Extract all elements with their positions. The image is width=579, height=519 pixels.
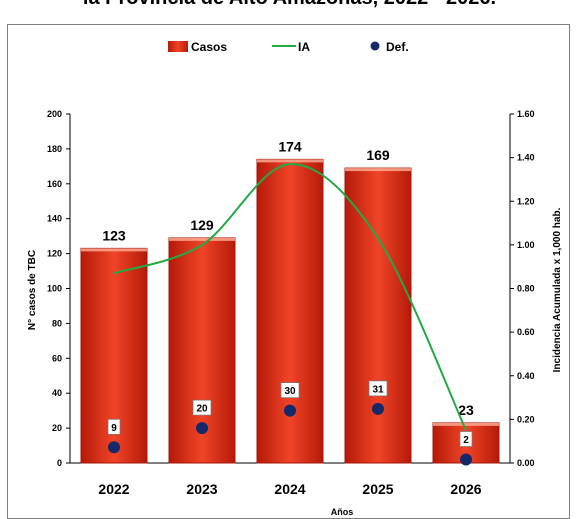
bar-value-label: 169: [366, 147, 390, 163]
def-value-label: 2: [463, 435, 469, 446]
bar: [256, 158, 324, 464]
legend: Casos IA Def.: [168, 40, 409, 54]
y2-tick-label: 0.00: [517, 458, 535, 468]
bar-top-highlight: [433, 422, 499, 426]
def-label-box: [192, 399, 212, 416]
bar-value-label: 123: [102, 227, 126, 243]
def-value-label: 30: [284, 386, 296, 397]
legend-points-label: Def.: [386, 40, 409, 54]
y-tick-label: 80: [52, 318, 62, 328]
x-tick-label: 2026: [450, 481, 481, 497]
bar-top-highlight: [257, 159, 323, 163]
y-tick-label: 0: [57, 458, 62, 468]
x-tick-label: 2022: [98, 481, 129, 497]
y2-tick-label: 0.60: [517, 327, 535, 337]
def-label-box: [459, 431, 473, 447]
x-tick-label: 2025: [362, 481, 393, 497]
y2-tick-label: 1.00: [517, 240, 535, 250]
y2-tick-label: 1.60: [517, 109, 535, 119]
y-tick-label: 60: [52, 353, 62, 363]
bar-top-highlight: [169, 237, 235, 241]
y2-tick-label: 1.20: [517, 196, 535, 206]
y-tick-label: 20: [52, 423, 62, 433]
legend-bars-label: Casos: [191, 40, 227, 54]
y-tick-label: 40: [52, 388, 62, 398]
y2-tick-label: 0.40: [517, 371, 535, 381]
x-tick-label: 2023: [186, 481, 217, 497]
bar-top-highlight: [345, 168, 411, 172]
y-tick-label: 120: [47, 249, 62, 259]
y-tick-label: 140: [47, 214, 62, 224]
ia-line: [113, 163, 467, 431]
plot-area: 0 20 40 60 80 100 120 140 160 180 200 0.00 0.20 0.40 0…: [47, 109, 535, 497]
def-point: [284, 404, 296, 417]
y-tick-label: 100: [47, 284, 62, 294]
y2-tick-label: 0.20: [517, 414, 535, 424]
y-tick-label: 200: [47, 109, 62, 119]
def-point: [460, 453, 472, 466]
def-label-box: [368, 380, 388, 397]
bar-value-label: 129: [190, 217, 214, 233]
def-point: [196, 422, 208, 435]
y2-axis-title: Incidencia Acumulada x 1,000 hab.: [552, 207, 563, 372]
bar-value-label: 174: [278, 138, 302, 154]
bar-top-highlight: [81, 248, 147, 252]
def-label-box: [107, 418, 121, 435]
x-axis-title: Años: [331, 507, 354, 515]
legend-line-label: IA: [298, 40, 310, 54]
def-value-label: 31: [372, 384, 384, 395]
bar-value-label: 23: [458, 402, 474, 418]
def-point: [108, 441, 120, 454]
y-axis-title: N° casos de TBC: [27, 250, 38, 330]
y-tick-label: 180: [47, 144, 62, 154]
x-tick-label: 2024: [274, 481, 305, 497]
y2-tick-label: 1.40: [517, 153, 535, 163]
y-tick-label: 160: [47, 179, 62, 189]
bar: [344, 167, 412, 464]
def-value-label: 20: [196, 404, 208, 415]
chart-title: la Provincia de Alto Amazonas, 2022 - 20…: [0, 0, 579, 10]
def-point: [372, 402, 384, 415]
def-value-label: 9: [111, 423, 117, 434]
legend-points-swatch: [370, 41, 380, 51]
def-label-box: [280, 382, 300, 398]
y2-tick-label: 0.80: [517, 284, 535, 294]
legend-bar-swatch: [168, 41, 188, 52]
